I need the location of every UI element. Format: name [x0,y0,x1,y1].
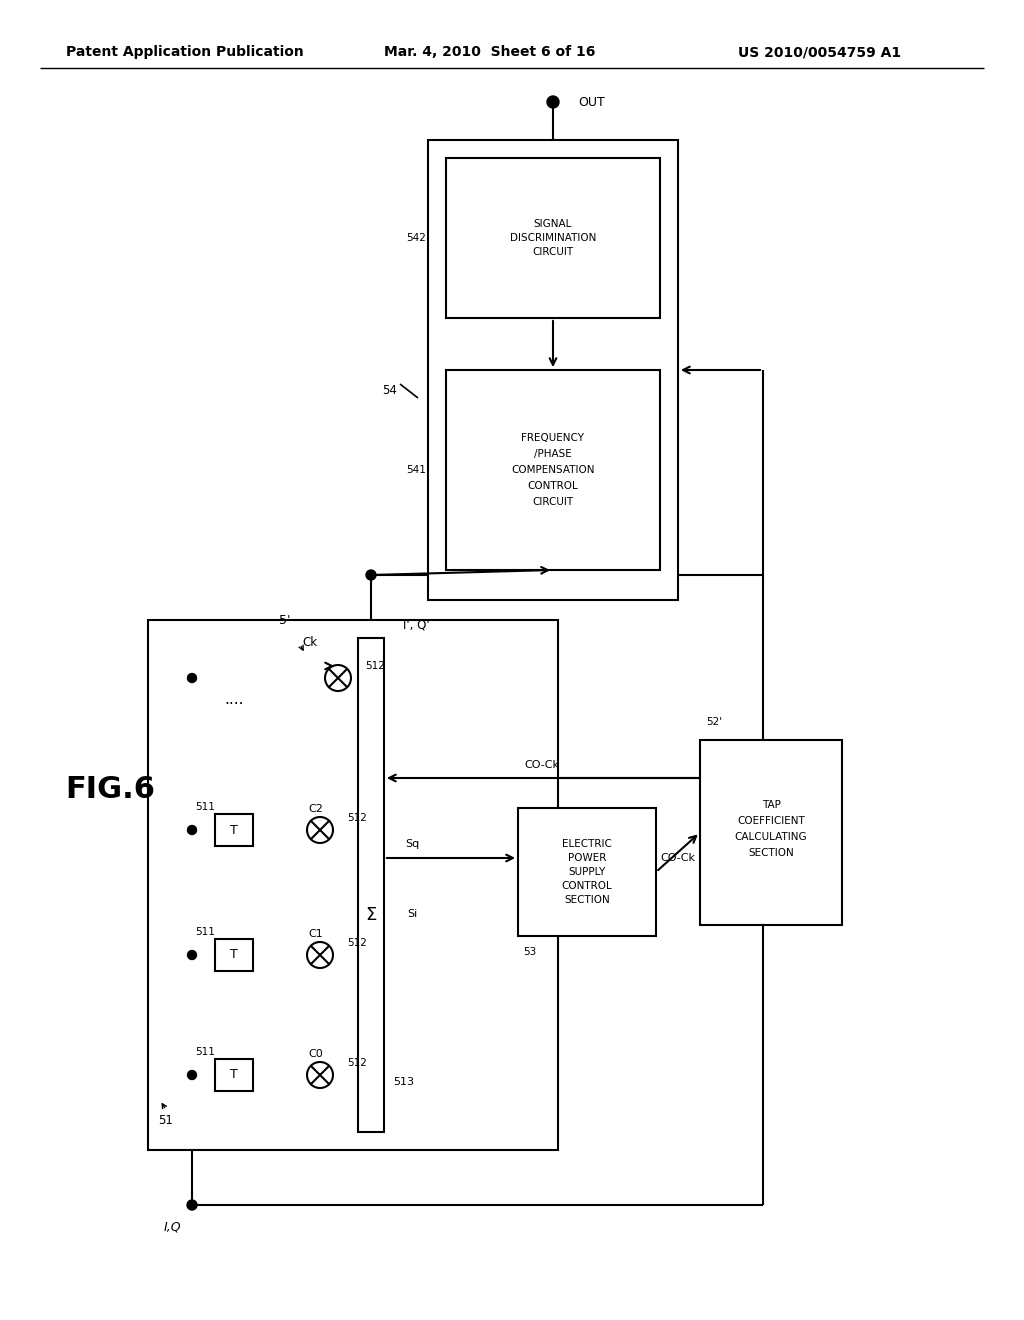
Text: 511: 511 [195,927,215,937]
Text: SUPPLY: SUPPLY [568,867,605,876]
Circle shape [547,96,559,108]
Circle shape [366,570,376,579]
Bar [148,620,558,1150]
Bar [215,939,253,972]
Text: TAP: TAP [762,800,780,809]
Text: T: T [230,824,238,837]
Text: CONTROL: CONTROL [527,480,579,491]
Text: ELECTRIC: ELECTRIC [562,840,612,849]
Text: 511: 511 [195,1047,215,1057]
Text: CALCULATING: CALCULATING [734,832,807,842]
Text: 512: 512 [347,813,367,822]
Text: SECTION: SECTION [564,895,610,906]
Text: OUT: OUT [578,95,605,108]
Circle shape [187,1071,197,1080]
Bar [215,1059,253,1092]
Text: FIG.6: FIG.6 [65,776,155,804]
Text: CIRCUIT: CIRCUIT [532,498,573,507]
Text: I', Q': I', Q' [402,619,429,631]
Text: T: T [230,1068,238,1081]
Text: CO-Ck: CO-Ck [660,853,695,863]
Text: COEFFICIENT: COEFFICIENT [737,816,805,825]
Circle shape [325,665,351,690]
Text: 512: 512 [347,1059,367,1068]
Bar [428,140,678,601]
Text: POWER: POWER [568,853,606,863]
Text: Σ: Σ [366,906,377,924]
Text: Si: Si [407,909,417,919]
Circle shape [187,1200,197,1210]
Text: SIGNAL: SIGNAL [534,219,572,228]
Text: Ck: Ck [302,636,317,649]
Text: Mar. 4, 2010  Sheet 6 of 16: Mar. 4, 2010 Sheet 6 of 16 [384,45,596,59]
Circle shape [187,825,197,834]
Circle shape [307,1063,333,1088]
Bar [446,158,660,318]
Circle shape [307,942,333,968]
Text: CO-Ck: CO-Ck [524,760,559,770]
Text: CONTROL: CONTROL [561,880,612,891]
Text: I,Q: I,Q [163,1221,181,1233]
Bar [700,741,842,925]
Text: 512: 512 [366,661,385,671]
Text: US 2010/0054759 A1: US 2010/0054759 A1 [738,45,901,59]
Text: 542: 542 [407,234,426,243]
Text: 54: 54 [383,384,397,396]
Bar [215,814,253,846]
Text: C1: C1 [308,929,324,939]
Text: DISCRIMINATION: DISCRIMINATION [510,234,596,243]
Text: 51: 51 [159,1114,173,1126]
Text: 511: 511 [195,803,215,812]
Text: T: T [230,949,238,961]
Text: 541: 541 [407,465,426,475]
Text: 52': 52' [706,717,722,727]
Text: ....: .... [224,693,244,708]
Text: /PHASE: /PHASE [535,449,571,459]
Text: 53: 53 [523,946,537,957]
Text: FREQUENCY: FREQUENCY [521,433,585,444]
Circle shape [307,817,333,843]
Text: Patent Application Publication: Patent Application Publication [67,45,304,59]
Bar [446,370,660,570]
Text: 5': 5' [280,614,291,627]
Circle shape [187,673,197,682]
Text: C2: C2 [308,804,324,814]
Circle shape [187,950,197,960]
Text: COMPENSATION: COMPENSATION [511,465,595,475]
Text: 512: 512 [347,939,367,948]
Text: CIRCUIT: CIRCUIT [532,247,573,257]
Text: C0: C0 [308,1049,324,1059]
Bar [518,808,656,936]
Text: 513: 513 [393,1077,415,1086]
Bar [358,638,384,1133]
Text: Sq: Sq [404,840,419,849]
Text: SECTION: SECTION [749,847,794,858]
